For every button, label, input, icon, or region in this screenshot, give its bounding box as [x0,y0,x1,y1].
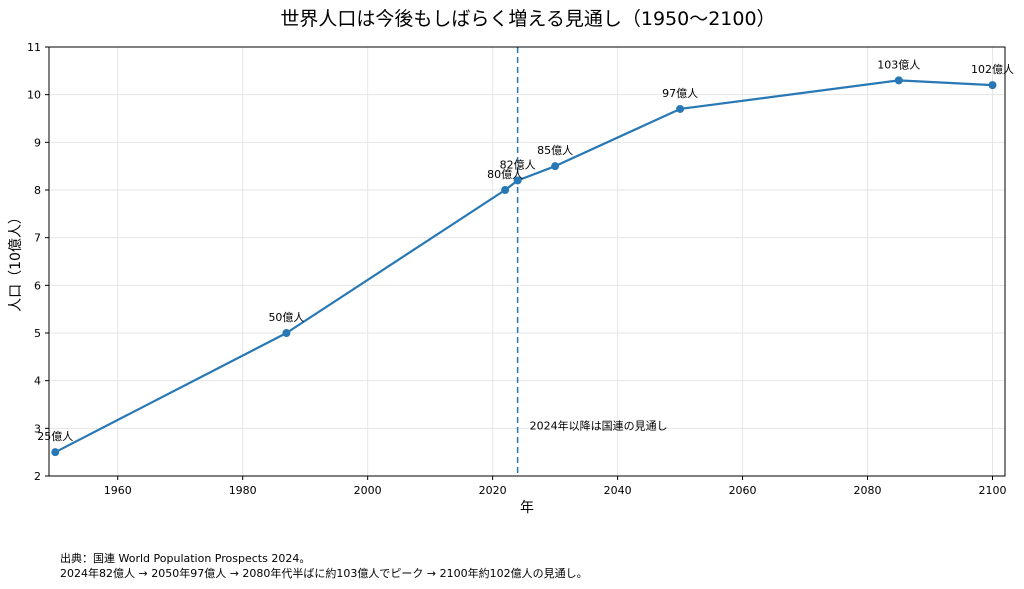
y-tick-label-8: 10 [27,89,41,102]
data-label-0: 25億人 [37,430,73,443]
grid-lines [49,46,1005,477]
y-tick-label-0: 2 [34,470,41,483]
data-point-6 [894,76,903,85]
y-tick-label-7: 9 [34,136,41,149]
data-point-1 [282,329,291,337]
data-point-4 [551,162,560,171]
data-label-6: 103億人 [877,58,920,71]
data-point-5 [676,104,685,113]
data-label-5: 97億人 [662,87,698,100]
y-axis-label: 人口（10億人） [8,210,24,312]
y-tick-label-4: 6 [34,279,41,292]
y-tick-label-6: 8 [34,184,41,197]
x-tick-label-1: 1980 [229,484,257,497]
series-line-0 [54,79,993,454]
plot-frame [48,46,1006,477]
y-tick-label-5: 7 [34,232,41,245]
population-chart: 世界人口は今後もしばらく増える見通し（1950〜2100） 2024年以降は国連… [8,8,1014,516]
x-axis-ticks: 1960 1980 2000 2020 2040 2060 2080 2100 [104,476,1007,497]
x-tick-label-0: 1960 [104,484,132,497]
chart-title: 世界人口は今後もしばらく増える見通し（1950〜2100） [280,8,775,30]
x-tick-label-7: 2100 [979,484,1007,497]
data-label-1: 50億人 [268,311,304,324]
footnote-source: 出典：国連 World Population Prospects 2024。 [60,552,311,565]
projection-marker: 2024年以降は国連の見通し [516,47,668,476]
x-tick-label-2: 2000 [354,484,382,497]
y-tick-label-1: 3 [34,422,41,435]
footnote: 出典：国連 World Population Prospects 2024。 2… [60,551,588,581]
y-tick-label-9: 11 [27,41,41,54]
data-label-4: 85億人 [537,144,573,157]
y-axis-ticks: 2 3 4 5 6 7 8 9 10 11 [27,41,49,483]
x-tick-label-3: 2020 [479,484,507,497]
x-tick-label-4: 2040 [604,484,632,497]
y-tick-label-3: 5 [34,327,41,340]
data-label-2: 80億人 [487,168,523,181]
x-tick-label-6: 2080 [854,484,882,497]
x-tick-label-5: 2060 [729,484,757,497]
data-point-0 [51,448,60,457]
data-label-7: 102億人 [971,63,1014,76]
data-point-3 [513,176,522,185]
data-point-2 [501,186,510,194]
data-point-7 [988,81,997,90]
projection-annotation: 2024年以降は国連の見通し [530,418,668,432]
footnote-summary: 2024年82億人 → 2050年97億人 → 2080年代半ばに約103億人で… [60,567,588,580]
y-tick-label-2: 4 [34,375,41,388]
data-label-3: 82億人 [500,158,536,171]
x-axis-label: 年 [520,500,534,516]
